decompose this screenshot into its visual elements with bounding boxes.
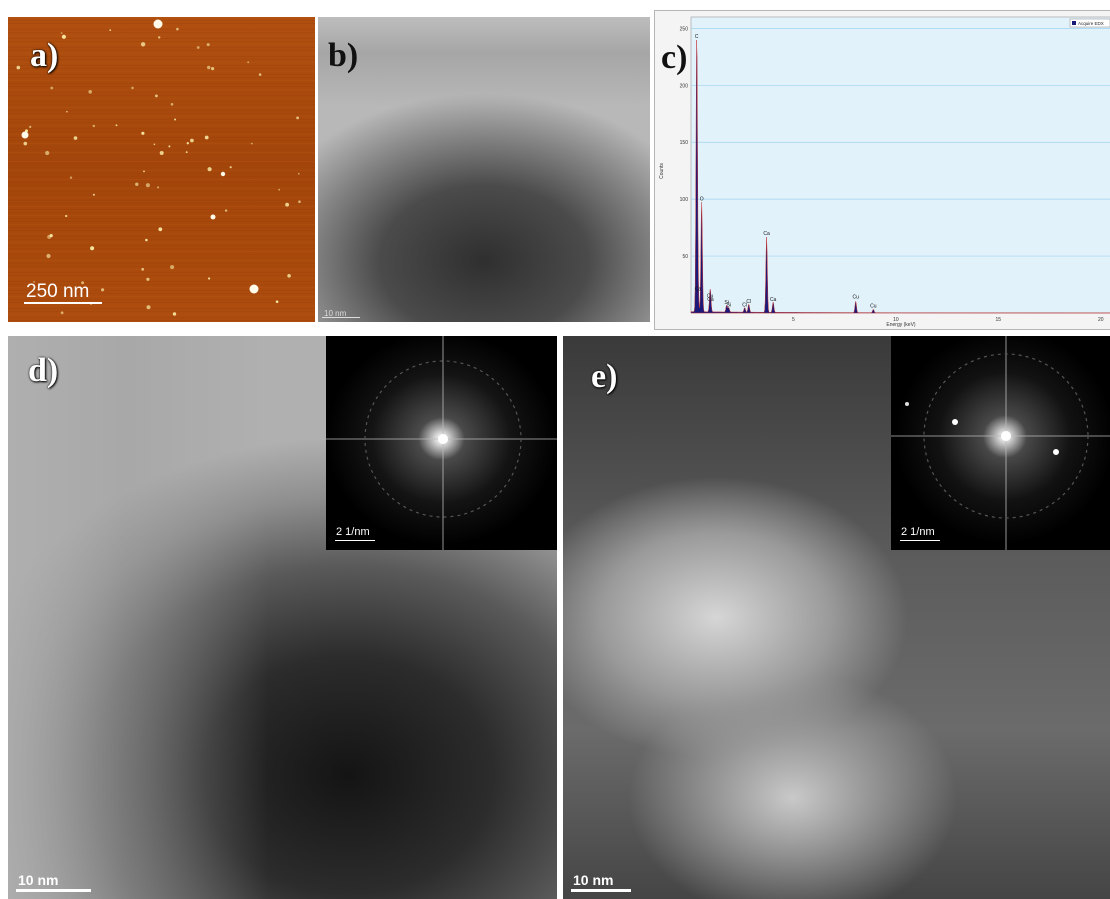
y-axis-label: Counts xyxy=(659,163,665,179)
peak-label: Ca xyxy=(707,297,714,303)
panel-c-edx-spectrum: 50 100 150 200 250 5 10 15 20 C O Ca Cu Ca Si Si Cl Cl C… xyxy=(654,10,1110,330)
panel-label-e: e) xyxy=(591,358,618,395)
peak-label: Cu xyxy=(870,304,877,310)
hrtem-light-region-left xyxy=(8,336,268,899)
peak-label: Si xyxy=(724,300,728,306)
scale-bar-label-e: 10 nm xyxy=(573,872,614,888)
fft-inset-d: 2 1/nm xyxy=(326,336,557,550)
inset-scale-bar-e xyxy=(900,540,940,541)
scale-bar-label-a: 250 nm xyxy=(26,281,90,302)
peak-label: Cu xyxy=(707,293,714,299)
tem-light-region xyxy=(318,17,650,107)
panel-d-hrtem-image: d) 2 1/nm 10 nm xyxy=(8,336,557,899)
x-tick-label: 15 xyxy=(996,317,1002,323)
peak-label: Cl xyxy=(742,302,747,308)
panel-label-d: d) xyxy=(28,352,59,389)
panel-label-b: b) xyxy=(328,37,359,74)
scale-bar-a xyxy=(24,302,102,304)
x-axis-label: Energy (keV) xyxy=(886,322,916,328)
inset-scale-bar-d xyxy=(335,540,375,541)
inset-scale-label-d: 2 1/nm xyxy=(336,526,370,538)
peak-label: Ca xyxy=(770,297,777,303)
spectrum-area xyxy=(690,40,1110,314)
x-tick-label: 5 xyxy=(792,317,795,323)
plot-area xyxy=(690,16,1110,314)
peak-label: O xyxy=(700,197,704,203)
scale-bar-d xyxy=(16,889,91,892)
y-tick-label: 200 xyxy=(680,83,689,89)
peak-label: C xyxy=(695,34,699,40)
y-tick-label: 250 xyxy=(680,26,689,32)
scale-bar-b xyxy=(322,317,360,318)
peak-label: Cl xyxy=(746,299,751,305)
y-tick-label: 150 xyxy=(680,140,689,146)
legend-entry: Acquire EDX xyxy=(1078,21,1104,26)
peak-label: Cu xyxy=(853,295,860,301)
y-tick-label: 50 xyxy=(682,254,688,260)
x-tick-label: 10 xyxy=(893,317,899,323)
peak-label: Ca xyxy=(763,231,770,237)
fft-pattern-e xyxy=(891,336,1110,550)
panel-label-a: a) xyxy=(30,37,59,74)
fft-inset-e: 2 1/nm xyxy=(891,336,1110,550)
panel-e-hrtem-image: e) 2 1/nm 10 nm xyxy=(563,336,1110,899)
fft-pattern-d xyxy=(326,336,557,550)
panel-a-afm-image: a) 250 nm xyxy=(8,17,315,322)
scale-bar-label-d: 10 nm xyxy=(18,872,59,888)
scale-bar-e xyxy=(571,889,631,892)
legend-swatch xyxy=(1072,21,1076,25)
peak-label: Ca xyxy=(695,287,702,293)
panel-b-tem-image: b) 10 nm xyxy=(318,17,650,322)
inset-scale-label-e: 2 1/nm xyxy=(901,526,935,538)
panel-label-c: c) xyxy=(661,39,688,76)
peak-label: Si xyxy=(726,302,730,308)
x-tick-label: 20 xyxy=(1098,317,1104,323)
y-tick-label: 100 xyxy=(680,197,689,203)
scale-bar-label-b: 10 nm xyxy=(324,309,347,318)
legend: Acquire EDX xyxy=(1069,18,1110,28)
afm-texture xyxy=(8,17,315,322)
